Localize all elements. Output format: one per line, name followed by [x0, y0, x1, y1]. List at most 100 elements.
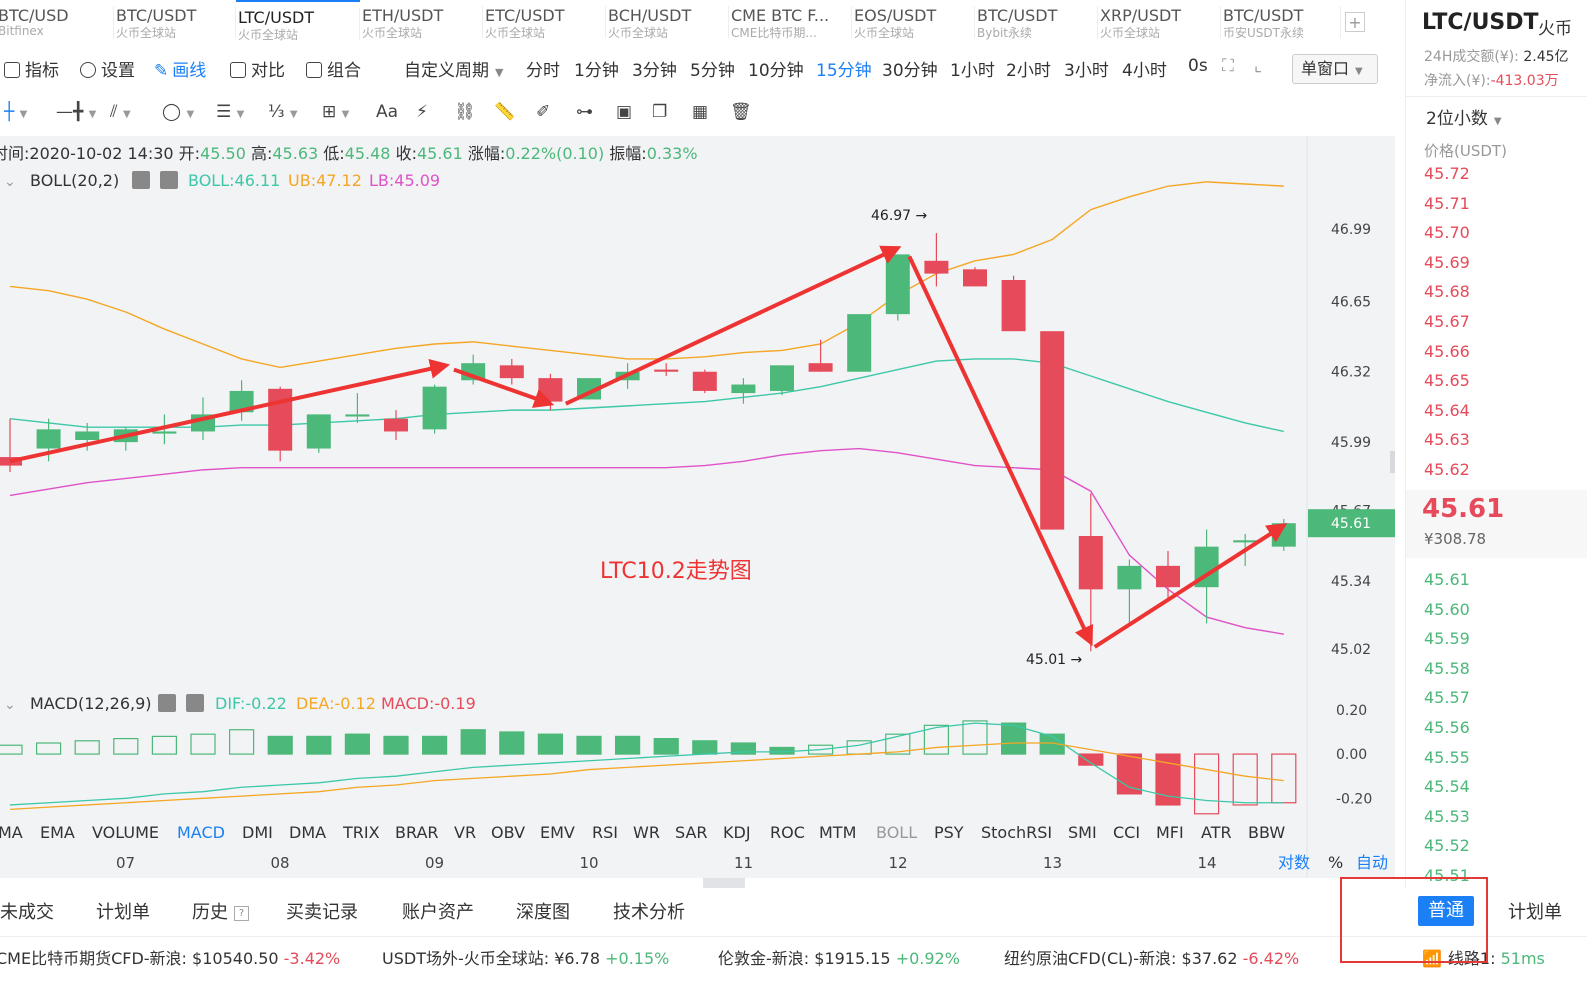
- pane-resize-handle[interactable]: [703, 878, 745, 888]
- add-tab-button[interactable]: +: [1345, 12, 1365, 32]
- pair-tab[interactable]: BTC/USDT 币安USDT永续: [1221, 0, 1341, 44]
- copy-tool-icon[interactable]: ❐: [652, 102, 668, 122]
- indicator-tab[interactable]: ROC: [770, 823, 805, 842]
- indicator-tab[interactable]: VOLUME: [92, 823, 159, 842]
- settings-button[interactable]: 设置: [80, 56, 135, 81]
- brush-tool-icon[interactable]: ✐: [536, 102, 551, 122]
- period-option[interactable]: 1分钟: [574, 61, 619, 81]
- period-option[interactable]: 1小时: [950, 61, 995, 81]
- pair-tab[interactable]: BTC/USD Bitfinex: [0, 0, 114, 44]
- collapse-icon[interactable]: ⌄: [4, 174, 16, 190]
- bottom-tab[interactable]: 技术分析: [613, 902, 685, 923]
- measure-tool-icon[interactable]: ⊞ ▼: [322, 102, 350, 122]
- bid-price[interactable]: 45.56: [1424, 718, 1470, 737]
- ask-price[interactable]: 45.64: [1424, 400, 1470, 420]
- bid-price[interactable]: 45.54: [1424, 777, 1470, 797]
- gear-icon[interactable]: [158, 694, 176, 712]
- pair-tab[interactable]: EOS/USDT 火币全球站: [852, 0, 975, 44]
- indicator-tab[interactable]: OBV: [491, 823, 525, 842]
- ask-price[interactable]: 45.67: [1424, 312, 1470, 331]
- ask-price[interactable]: 45.63: [1424, 430, 1470, 450]
- ask-price[interactable]: 45.68: [1424, 282, 1470, 302]
- bid-price[interactable]: 45.61: [1424, 570, 1470, 589]
- bottom-tab[interactable]: 买卖记录: [286, 902, 358, 923]
- bottom-tab[interactable]: 账户资产: [402, 902, 474, 923]
- close-icon[interactable]: [160, 171, 178, 189]
- pair-tab[interactable]: BTC/USDT 火币全球站: [114, 0, 236, 44]
- channel-tool-icon[interactable]: ⫽ ▼: [110, 102, 131, 122]
- indicator-tab[interactable]: SAR: [675, 823, 708, 842]
- bottom-tab[interactable]: 深度图: [516, 902, 570, 923]
- bid-price[interactable]: 45.51: [1424, 866, 1470, 885]
- magnet-tool-icon[interactable]: ⚡: [416, 102, 428, 122]
- bid-price[interactable]: 45.53: [1424, 806, 1470, 826]
- layout-tool-icon[interactable]: ▦: [692, 102, 709, 122]
- fullscreen-icon[interactable]: ⛶: [1222, 56, 1234, 76]
- indicator-tab[interactable]: ATR: [1201, 823, 1232, 842]
- indicator-tab[interactable]: EMV: [540, 823, 575, 842]
- period-option[interactable]: 3小时: [1064, 61, 1109, 81]
- indicator-tab[interactable]: VR: [454, 823, 476, 842]
- compare-button[interactable]: 对比: [230, 56, 285, 81]
- scale-option[interactable]: 对数: [1278, 853, 1310, 872]
- indicator-tab[interactable]: SMI: [1068, 823, 1097, 842]
- decimals-select[interactable]: 2位小数 ▼: [1426, 109, 1502, 129]
- lock-tool-icon[interactable]: ⊶: [576, 102, 593, 122]
- period-option[interactable]: 15分钟: [816, 61, 872, 81]
- bottom-tab[interactable]: 未成交: [0, 902, 54, 923]
- period-option[interactable]: 30分钟: [882, 61, 938, 81]
- pair-tab[interactable]: CME BTC F... CME比特币期...: [729, 0, 852, 44]
- bid-price[interactable]: 45.58: [1424, 658, 1470, 678]
- pair-tab[interactable]: LTC/USDT 火币全球站: [236, 0, 360, 44]
- indicator-tab[interactable]: MACD: [177, 823, 225, 842]
- close-icon[interactable]: [186, 694, 204, 712]
- normal-order-button[interactable]: 普通: [1418, 896, 1474, 926]
- period-option[interactable]: 10分钟: [748, 61, 804, 81]
- indicator-tab[interactable]: BBW: [1248, 823, 1285, 842]
- ask-price[interactable]: 45.69: [1424, 252, 1470, 272]
- gear-icon[interactable]: [132, 171, 150, 189]
- indicator-tab[interactable]: TRIX: [342, 823, 380, 842]
- custom-period-select[interactable]: 自定义周期 ▼: [404, 61, 504, 81]
- line-tool-icon[interactable]: —╋ ▼: [56, 102, 97, 122]
- bid-price[interactable]: 45.52: [1424, 836, 1470, 856]
- bottom-tab[interactable]: 计划单: [96, 902, 150, 923]
- period-option[interactable]: 3分钟: [632, 61, 677, 81]
- ask-price[interactable]: 45.62: [1424, 460, 1470, 479]
- indicator-tab[interactable]: DMA: [289, 823, 326, 842]
- bid-price[interactable]: 45.60: [1424, 599, 1470, 619]
- ticker-item[interactable]: 纽约原油CFD(CL)-新浪: $37.62 -6.42%: [1004, 945, 1299, 969]
- scale-option[interactable]: 自动: [1356, 853, 1388, 872]
- indicator-tab[interactable]: MA: [0, 823, 23, 842]
- ticker-item[interactable]: USDT场外-火币全球站: ¥6.78 +0.15%: [382, 945, 669, 969]
- indicator-tab[interactable]: RSI: [592, 823, 618, 842]
- combo-button[interactable]: 组合: [306, 56, 361, 81]
- indicator-tab[interactable]: BOLL: [876, 823, 917, 842]
- indicator-tab[interactable]: StochRSI: [981, 823, 1052, 842]
- pair-tab[interactable]: BCH/USDT 火币全球站: [606, 0, 729, 44]
- plan-order-tab[interactable]: 计划单: [1508, 902, 1562, 923]
- panel-toggle-icon[interactable]: [1390, 451, 1395, 473]
- link-tool-icon[interactable]: ⛓: [454, 102, 476, 122]
- ruler-tool-icon[interactable]: 📏: [494, 102, 516, 122]
- hide-tool-icon[interactable]: ▣: [616, 102, 633, 122]
- window-mode-select[interactable]: 单窗口 ▼: [1292, 54, 1378, 84]
- bottom-tab[interactable]: 历史?: [192, 898, 249, 924]
- wave-tool-icon[interactable]: ⅓ ▼: [268, 102, 298, 122]
- indicator-tab[interactable]: DMI: [242, 823, 273, 842]
- ask-price[interactable]: 45.71: [1424, 193, 1470, 213]
- pair-tab[interactable]: ETC/USDT 火币全球站: [483, 0, 606, 44]
- indicators-button[interactable]: 指标: [4, 56, 59, 81]
- fib-tool-icon[interactable]: ☰ ▼: [216, 102, 245, 122]
- indicator-tab[interactable]: KDJ: [723, 823, 751, 842]
- period-option[interactable]: 2小时: [1006, 61, 1051, 81]
- ticker-item[interactable]: CME比特币期货CFD-新浪: $10540.50 -3.42%: [0, 945, 340, 969]
- period-option[interactable]: 4小时: [1122, 61, 1167, 81]
- scale-option[interactable]: %: [1328, 853, 1343, 872]
- ask-price[interactable]: 45.65: [1424, 371, 1470, 391]
- indicator-tab[interactable]: WR: [633, 823, 660, 842]
- period-option[interactable]: 5分钟: [690, 61, 735, 81]
- ticker-item[interactable]: 伦敦金-新浪: $1915.15 +0.92%: [718, 945, 960, 969]
- ask-price[interactable]: 45.66: [1424, 341, 1470, 361]
- indicator-tab[interactable]: EMA: [40, 823, 75, 842]
